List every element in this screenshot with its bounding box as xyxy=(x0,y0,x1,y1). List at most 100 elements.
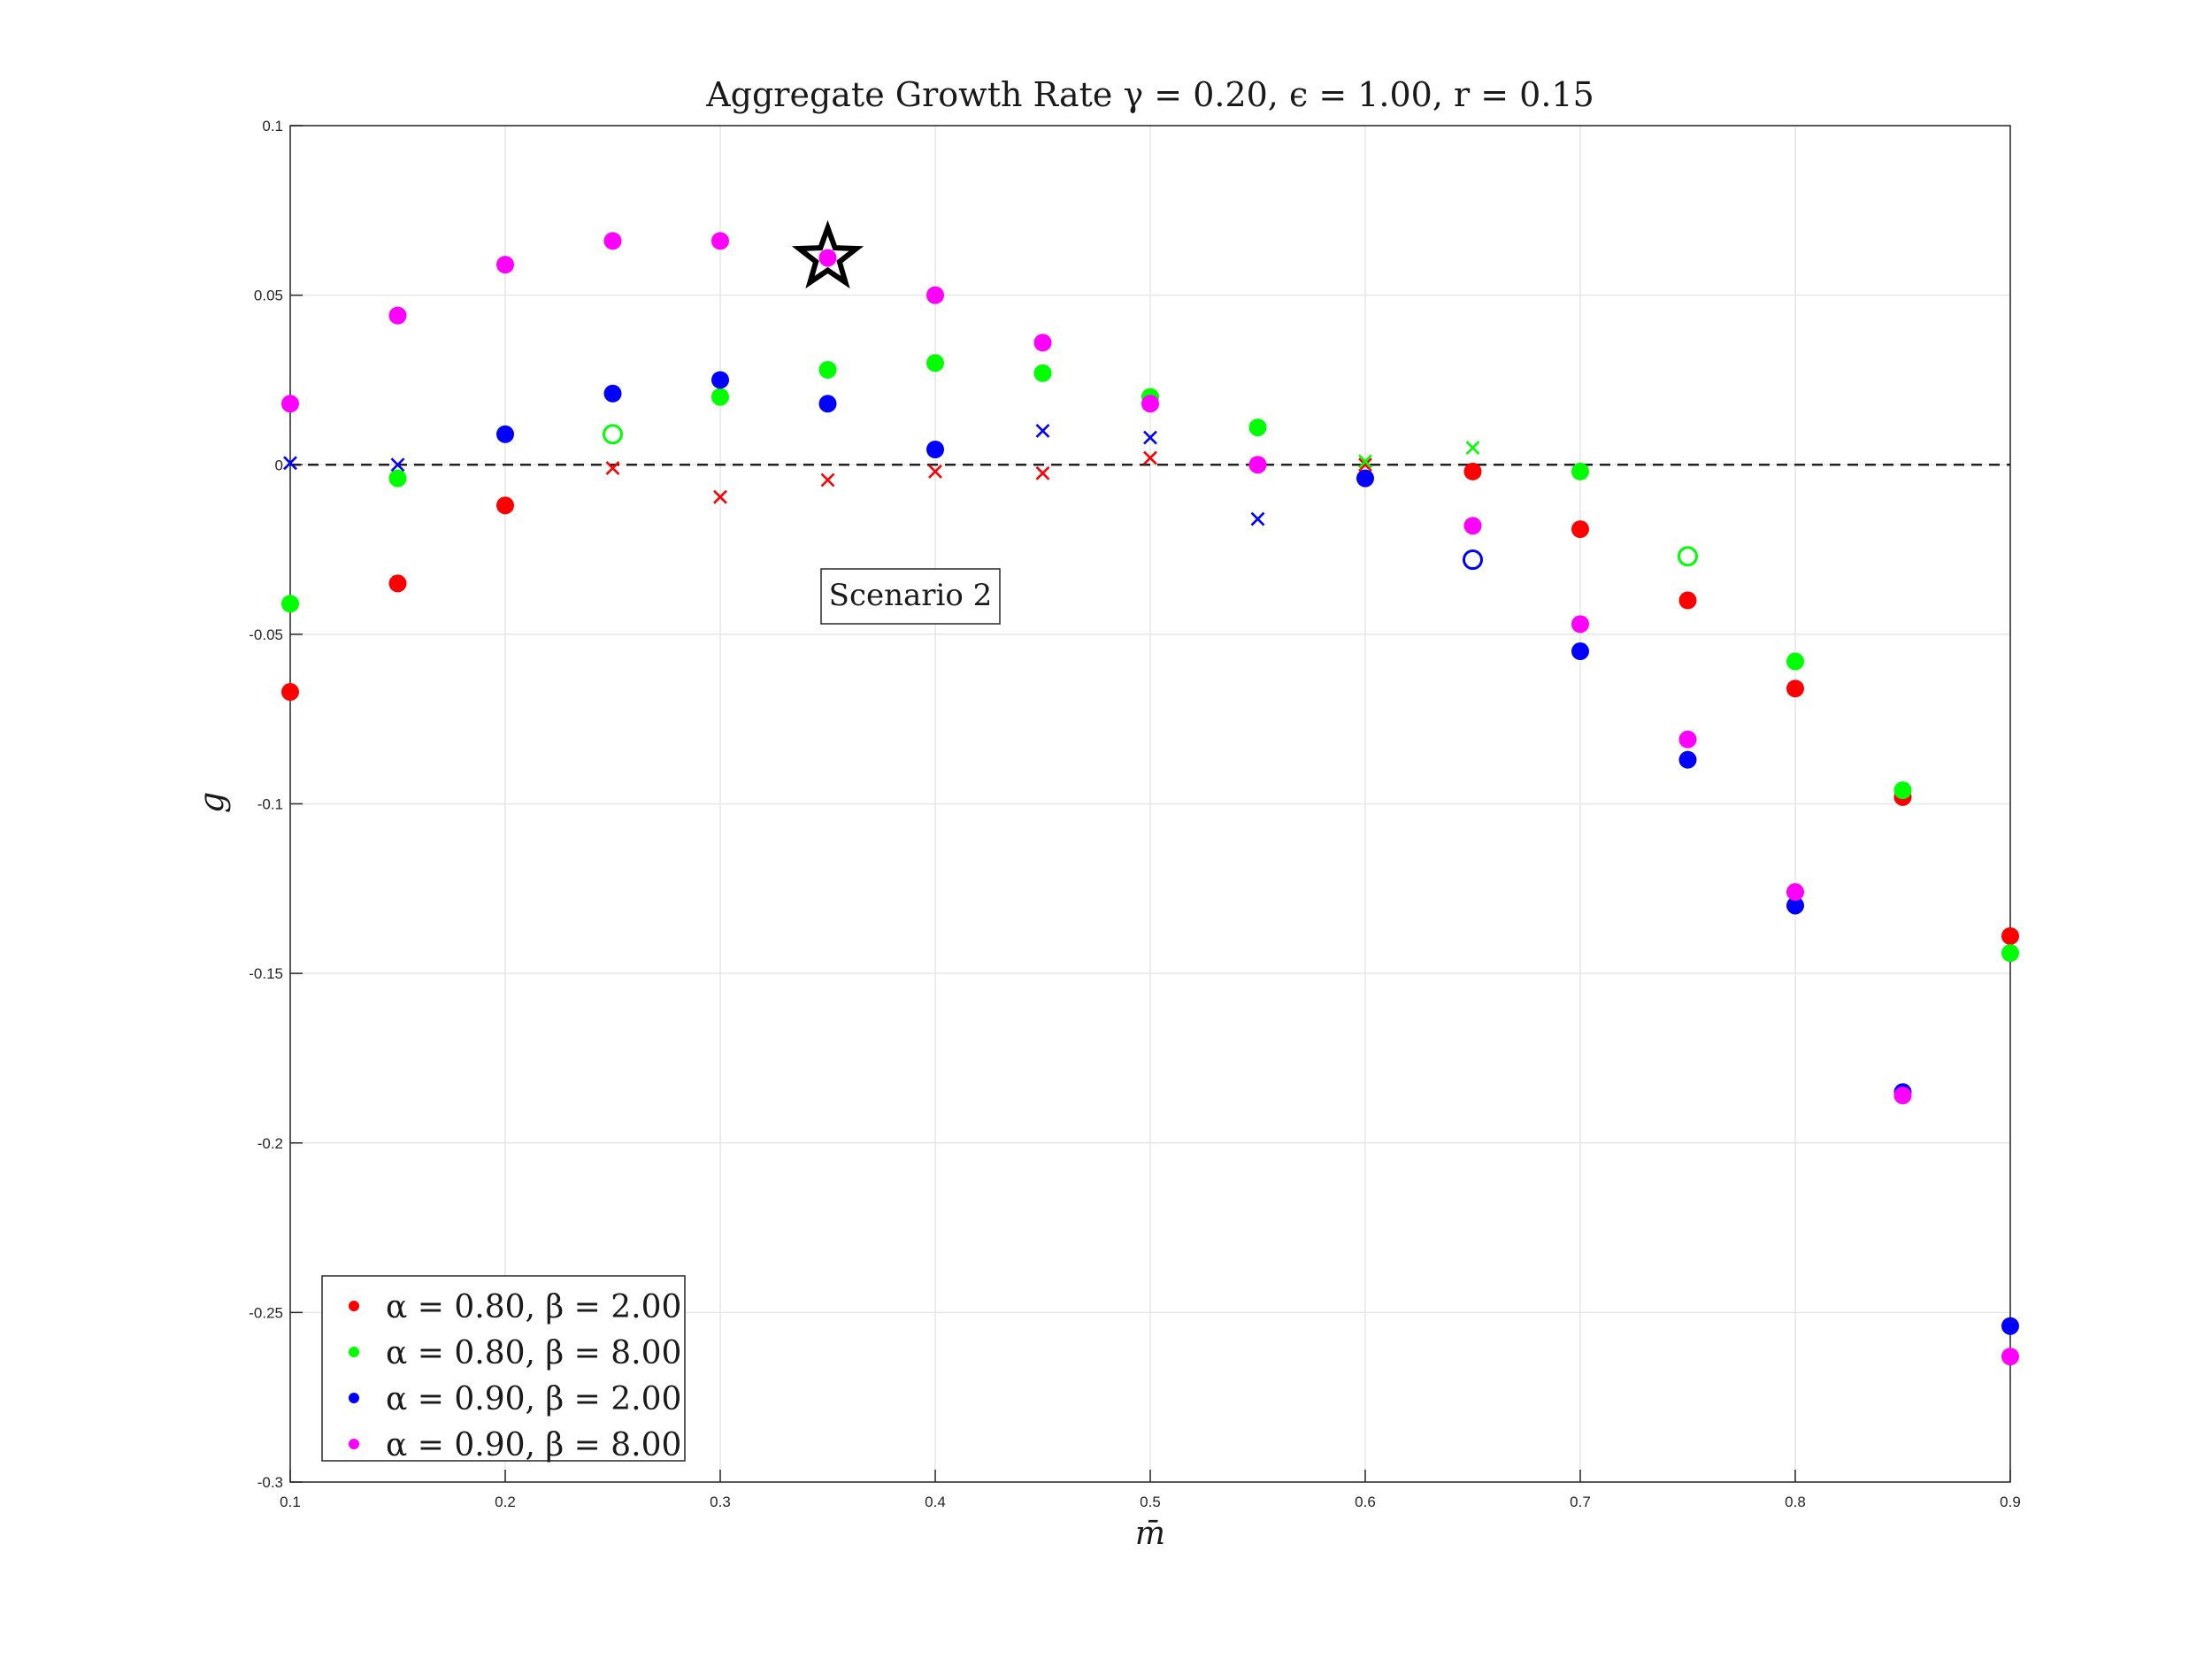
data-point-cross xyxy=(820,472,835,488)
data-point-open xyxy=(1678,546,1698,567)
data-point xyxy=(2001,1317,2019,1335)
data-point-cross xyxy=(1035,424,1050,438)
scenario-annotation-box xyxy=(820,568,1001,625)
y-tick-label: 0 xyxy=(275,457,283,473)
data-point xyxy=(711,388,729,406)
legend-entries: α = 0.80, β = 2.00 α = 0.80, β = 8.00 α = … xyxy=(349,1289,681,1463)
legend-label: α = 0.90, β = 8.00 xyxy=(386,1427,681,1463)
data-point xyxy=(926,286,944,304)
data-point xyxy=(496,425,514,443)
data-point xyxy=(1571,642,1589,661)
y-tick-label: 0.1 xyxy=(262,118,283,134)
data-point-cross xyxy=(283,456,297,471)
series-3 xyxy=(283,371,2019,1335)
x-tick-label: 0.2 xyxy=(495,1494,516,1510)
data-point xyxy=(1248,419,1267,437)
data-point xyxy=(603,384,622,403)
data-point xyxy=(711,371,729,389)
x-axis-label: m̄ xyxy=(1135,1516,1165,1552)
data-point xyxy=(926,354,944,373)
data-point xyxy=(388,469,407,488)
y-tick-label: -0.3 xyxy=(257,1474,283,1491)
data-point xyxy=(1571,462,1589,480)
legend-marker xyxy=(349,1301,359,1311)
data-point-cross xyxy=(1143,430,1157,445)
x-tick-label: 0.1 xyxy=(280,1494,301,1510)
x-tick-label: 0.3 xyxy=(710,1494,731,1510)
data-point xyxy=(281,595,299,613)
axes: 0.1 0.2 0.3 0.4 0.5 0.6 0.7 0.8 0.9 0.1 0.05 0 -0.05… xyxy=(249,118,2021,1510)
legend-marker xyxy=(349,1393,359,1403)
data-point xyxy=(281,395,299,413)
data-point xyxy=(1571,615,1589,634)
y-tick-label: -0.15 xyxy=(249,965,283,982)
data-point xyxy=(496,496,514,515)
data-point xyxy=(1248,456,1267,474)
data-point xyxy=(818,360,837,379)
data-point xyxy=(1463,517,1482,535)
data-point xyxy=(603,232,622,250)
data-point-cross xyxy=(1465,441,1480,456)
data-point xyxy=(2001,1348,2019,1366)
x-tick-label: 0.8 xyxy=(1785,1494,1806,1510)
data-point-cross xyxy=(713,489,727,504)
data-point xyxy=(1786,652,1804,671)
x-tick-label: 0.5 xyxy=(1140,1494,1161,1510)
data-point xyxy=(818,249,837,267)
scenario-annotation-text: Scenario 2 xyxy=(829,578,993,613)
legend-marker xyxy=(349,1439,359,1449)
data-point xyxy=(1786,680,1804,698)
data-point xyxy=(1786,896,1804,915)
y-tick-label: 0.05 xyxy=(254,288,283,304)
data-point xyxy=(2001,944,2019,963)
data-point xyxy=(1786,883,1804,902)
data-point xyxy=(711,232,729,250)
y-tick-label: -0.25 xyxy=(249,1304,283,1321)
data-points xyxy=(281,232,2019,1366)
legend-label: α = 0.80, β = 8.00 xyxy=(386,1335,681,1371)
data-point-cross xyxy=(605,461,620,476)
data-point xyxy=(1678,750,1697,769)
data-point xyxy=(1678,730,1697,749)
legend-label: α = 0.80, β = 2.00 xyxy=(386,1289,681,1325)
data-point-cross xyxy=(1143,450,1157,465)
legend-label: α = 0.90, β = 2.00 xyxy=(386,1381,681,1417)
data-point-cross xyxy=(1358,454,1372,469)
y-tick-label: -0.2 xyxy=(257,1135,283,1152)
data-point xyxy=(1463,462,1482,480)
data-point xyxy=(926,441,944,459)
y-tick-label: -0.1 xyxy=(257,796,283,813)
chart-title: Aggregate Growth Rate γ = 0.20, ϵ = 1.00… xyxy=(705,75,1594,114)
data-point xyxy=(1033,334,1052,352)
legend-box xyxy=(321,1275,686,1462)
x-tick-label: 0.9 xyxy=(2000,1494,2021,1510)
scenario-annotation: Scenario 2 xyxy=(820,568,1001,625)
data-point xyxy=(1893,1087,1912,1105)
data-point xyxy=(281,683,299,702)
data-point xyxy=(1356,469,1374,488)
x-tick-label: 0.6 xyxy=(1355,1494,1376,1510)
highlight-group xyxy=(791,219,864,289)
highlight-star xyxy=(791,219,864,289)
series-2 xyxy=(281,354,2019,963)
data-point-cross xyxy=(1035,465,1050,480)
y-axis-label: g xyxy=(192,792,231,813)
data-point xyxy=(2001,926,2019,945)
data-point-cross xyxy=(1250,511,1265,526)
data-point xyxy=(1033,364,1052,382)
x-tick-label: 0.7 xyxy=(1570,1494,1591,1510)
data-point xyxy=(1141,395,1159,413)
data-point xyxy=(496,256,514,274)
series-4 xyxy=(281,232,2019,1366)
legend-marker xyxy=(349,1347,359,1357)
data-point-open xyxy=(1463,549,1483,571)
data-point-open xyxy=(603,424,623,445)
data-point-cross xyxy=(390,457,405,472)
y-tick-label: -0.05 xyxy=(249,626,283,643)
data-point xyxy=(388,306,407,325)
legend: α = 0.80, β = 2.00 α = 0.80, β = 8.00 α = … xyxy=(321,1275,686,1463)
data-point xyxy=(388,574,407,593)
data-point xyxy=(1571,520,1589,539)
data-point-cross xyxy=(928,464,942,479)
